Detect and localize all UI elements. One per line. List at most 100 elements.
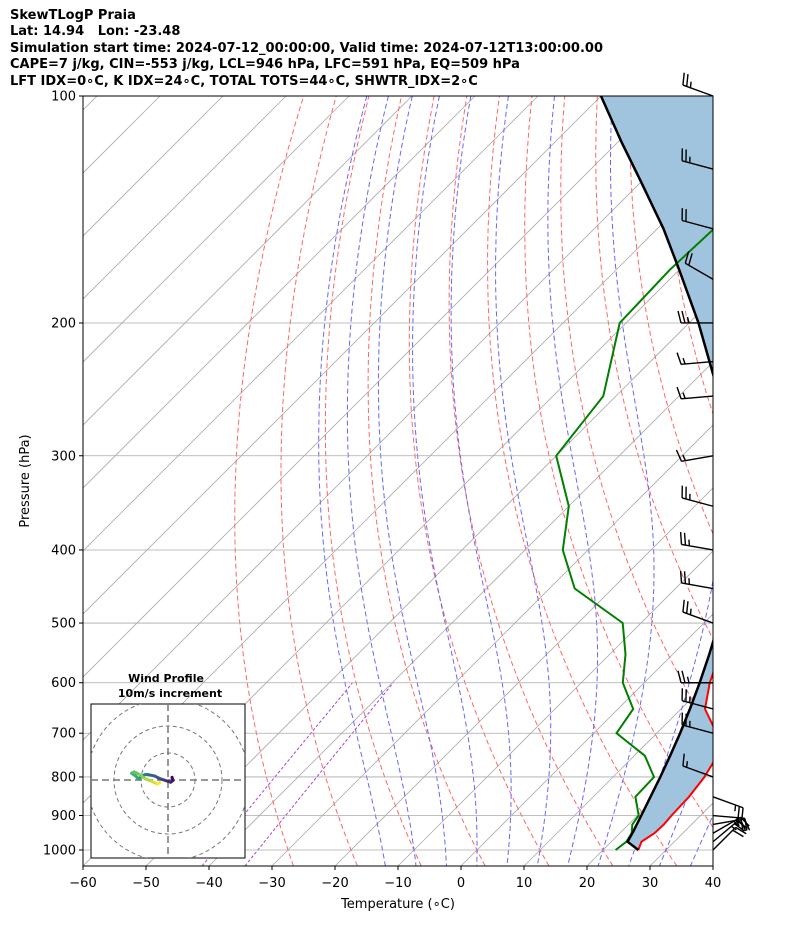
barb-flag bbox=[683, 532, 687, 546]
y-tick-label: 300 bbox=[51, 449, 76, 464]
barb-staff bbox=[681, 497, 714, 507]
dry-adiabat bbox=[367, 96, 486, 866]
y-axis: 1000 900 800 700 600 500 400 300 200 100 bbox=[43, 90, 83, 859]
barb-flag bbox=[676, 386, 682, 400]
dry-adiabat bbox=[448, 96, 614, 866]
x-tick-label: 20 bbox=[579, 876, 596, 891]
wind-barb bbox=[682, 753, 714, 778]
y-axis-label: Pressure (hPa) bbox=[18, 434, 33, 527]
barb-staff bbox=[681, 455, 714, 463]
barb-flag bbox=[734, 823, 745, 832]
barb-staff bbox=[682, 611, 714, 624]
x-tick-label: −50 bbox=[132, 876, 159, 891]
wind-barb bbox=[681, 688, 714, 710]
x-tick-label: 30 bbox=[642, 876, 659, 891]
x-tick-label: 40 bbox=[705, 876, 722, 891]
barb-flag bbox=[685, 601, 689, 614]
barb-half-flag bbox=[686, 676, 690, 683]
hodograph-inset: Wind Profile 10m/s increment bbox=[90, 672, 246, 859]
barb-half-flag bbox=[682, 357, 686, 365]
barb-half-flag bbox=[733, 820, 739, 827]
y-tick-label: 600 bbox=[51, 676, 76, 691]
wind-barb bbox=[682, 72, 714, 97]
station-title: SkewTLogP Praia bbox=[10, 8, 136, 23]
isotherm bbox=[83, 96, 665, 678]
y-tick-label: 1000 bbox=[43, 844, 76, 859]
barb-staff bbox=[681, 395, 714, 400]
barb-staff bbox=[712, 818, 745, 826]
barb-flag bbox=[685, 74, 689, 87]
moist-adiabat bbox=[547, 96, 598, 866]
x-tick-label: −60 bbox=[69, 876, 96, 891]
dry-adiabat bbox=[524, 96, 713, 829]
y-tick-label: 900 bbox=[51, 809, 76, 824]
convective-indices: CAPE=7 j/kg, CIN=-553 j/kg, LCL=946 hPa,… bbox=[10, 57, 520, 73]
barb-flag bbox=[679, 532, 683, 545]
barb-half-flag bbox=[682, 392, 686, 399]
barb-flag bbox=[737, 806, 741, 819]
x-tick-label: −10 bbox=[384, 876, 411, 891]
parcel-line bbox=[599, 96, 713, 851]
hodograph-segment bbox=[155, 781, 162, 786]
barb-staff bbox=[681, 160, 714, 170]
chart-header: SkewTLogP Praia Lat: 14.94 Lon: -23.48 S… bbox=[10, 8, 603, 90]
isotherm bbox=[208, 361, 713, 866]
wind-barb bbox=[677, 670, 713, 684]
y-tick-label: 400 bbox=[51, 543, 76, 558]
dry-adiabat bbox=[595, 96, 713, 640]
barb-flag bbox=[684, 251, 690, 264]
barb-half-flag bbox=[689, 81, 692, 88]
x-tick-label: −30 bbox=[258, 876, 285, 891]
dry-adiabat bbox=[662, 96, 713, 416]
y-tick-label: 800 bbox=[51, 770, 76, 785]
isotherm bbox=[83, 96, 413, 426]
isotherm bbox=[523, 676, 713, 866]
wind-barb bbox=[675, 449, 714, 463]
hodograph-title: Wind Profile bbox=[128, 672, 204, 685]
dry-adiabat bbox=[280, 96, 358, 866]
sounding-profiles bbox=[555, 96, 713, 851]
isotherm bbox=[776, 96, 794, 866]
barb-flag bbox=[682, 599, 685, 613]
hodograph-subtitle: 10m/s increment bbox=[118, 687, 222, 700]
barb-flag bbox=[677, 670, 682, 683]
wind-barb bbox=[679, 570, 714, 590]
isotherm bbox=[83, 96, 602, 615]
wind-barb bbox=[676, 352, 714, 366]
barb-staff bbox=[712, 796, 744, 809]
isotherm bbox=[83, 96, 224, 237]
barb-flag bbox=[675, 449, 683, 462]
barb-half-flag bbox=[730, 825, 737, 831]
moist-adiabat bbox=[412, 96, 478, 866]
barb-flag bbox=[682, 753, 685, 767]
isotherm bbox=[712, 865, 713, 866]
isotherm bbox=[397, 550, 713, 866]
dry-adiabat bbox=[408, 96, 550, 866]
barb-flag bbox=[681, 310, 686, 324]
isotherm bbox=[460, 613, 713, 866]
barb-flag bbox=[677, 310, 682, 324]
isotherm bbox=[334, 487, 713, 866]
cin-cape-shading bbox=[601, 96, 713, 850]
dry-adiabat bbox=[560, 96, 713, 737]
isotherm bbox=[83, 96, 476, 489]
wind-barb bbox=[681, 148, 714, 170]
isotherm bbox=[145, 298, 713, 866]
moist-adiabat bbox=[377, 96, 447, 866]
dry-adiabat bbox=[234, 96, 305, 866]
barb-flag bbox=[740, 816, 750, 827]
wind-barb bbox=[684, 251, 714, 280]
barb-half-flag bbox=[682, 454, 687, 461]
y-tick-label: 100 bbox=[51, 90, 76, 105]
barb-half-flag bbox=[686, 316, 690, 324]
barb-staff bbox=[684, 262, 714, 280]
moist-adiabat bbox=[346, 96, 417, 866]
x-tick-label: 0 bbox=[457, 876, 465, 891]
moist-adiabat bbox=[721, 96, 794, 866]
isotherm bbox=[271, 424, 713, 866]
wind-barbs bbox=[675, 72, 751, 851]
dry-adiabat bbox=[324, 96, 422, 866]
wind-barb bbox=[681, 485, 714, 507]
y-tick-label: 500 bbox=[51, 617, 76, 632]
